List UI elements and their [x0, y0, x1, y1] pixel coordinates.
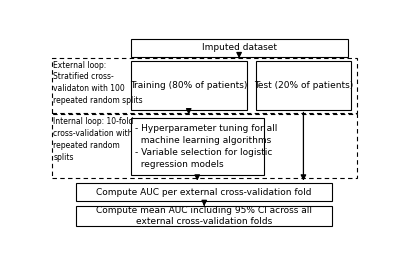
FancyBboxPatch shape [131, 119, 264, 175]
Text: Imputed dataset: Imputed dataset [202, 44, 277, 52]
Text: Test (20% of patients): Test (20% of patients) [254, 81, 353, 90]
Text: Compute mean AUC including 95% CI across all
external cross-validation folds: Compute mean AUC including 95% CI across… [96, 206, 312, 226]
FancyBboxPatch shape [76, 206, 332, 226]
Text: - Hyperparameter tuning for all
  machine learning algorithms
- Variable selecti: - Hyperparameter tuning for all machine … [135, 124, 278, 169]
FancyBboxPatch shape [131, 61, 247, 110]
Text: Compute AUC per external cross-validation fold: Compute AUC per external cross-validatio… [96, 188, 312, 197]
Text: External loop:
Stratified cross-
validaton with 100
repeated random splits: External loop: Stratified cross- validat… [53, 61, 143, 105]
FancyBboxPatch shape [131, 39, 348, 57]
FancyBboxPatch shape [256, 61, 351, 110]
Text: Internal loop: 10-fold
cross-validation with
repeated random
splits: Internal loop: 10-fold cross-validation … [53, 118, 134, 162]
Text: Training (80% of patients): Training (80% of patients) [130, 81, 248, 90]
FancyBboxPatch shape [76, 184, 332, 201]
